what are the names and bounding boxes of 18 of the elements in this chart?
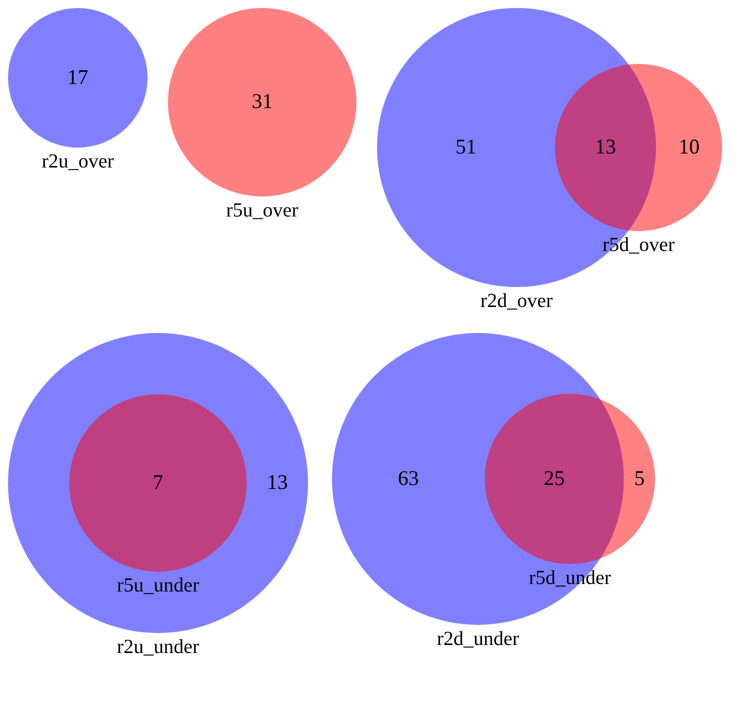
data-label: 17 — [67, 64, 88, 89]
text: r2u_under — [116, 636, 200, 658]
text: r2d_over — [480, 290, 553, 312]
text: r5d_under — [528, 567, 612, 590]
series-label: r2u_over — [42, 150, 114, 173]
text: r5d_over — [602, 234, 676, 256]
data-label: 13 — [594, 134, 616, 158]
series-label: r5u_over — [226, 199, 299, 222]
data-label: 5 — [634, 466, 645, 490]
data-label: 31 — [252, 89, 273, 114]
data-label: 25 — [544, 466, 565, 490]
data-label: 13 — [266, 470, 288, 494]
data-label: 63 — [398, 466, 419, 490]
data-label: 10 — [678, 134, 700, 158]
text: r5u_under — [116, 574, 200, 597]
data-label: 51 — [455, 134, 476, 158]
text: r2d_under — [436, 628, 520, 650]
data-label: 7 — [152, 470, 164, 494]
